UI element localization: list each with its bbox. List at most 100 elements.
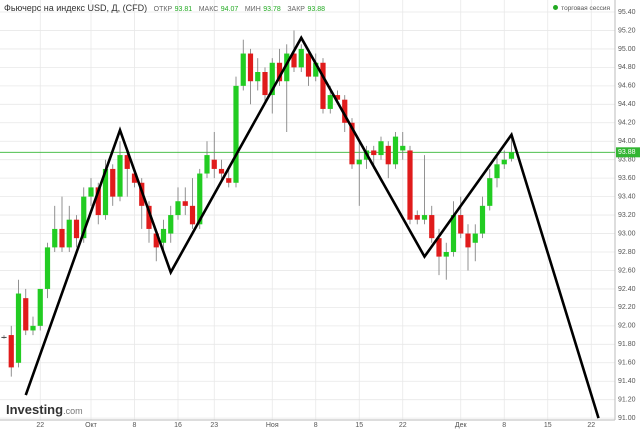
candle-body: [291, 53, 297, 68]
candle-body: [226, 178, 232, 183]
candle-body: [479, 205, 486, 234]
y-tick-label: 92.00: [618, 323, 636, 330]
candle-body: [414, 215, 420, 220]
y-tick-label: 94.80: [618, 64, 636, 71]
y-tick-label: 91.20: [618, 397, 636, 404]
candle-body: [443, 252, 449, 257]
close-label: ЗАКР: [287, 6, 305, 13]
x-tick-label: 8: [502, 422, 506, 429]
candle-body: [189, 205, 196, 225]
candle-body: [262, 72, 268, 96]
x-tick-label: 22: [587, 422, 595, 429]
candle-body: [240, 53, 246, 86]
y-tick-label: 93.00: [618, 230, 636, 237]
candle-body: [334, 95, 341, 100]
y-tick-label: 91.00: [618, 415, 636, 422]
candle-body: [15, 293, 22, 363]
candle-body: [313, 62, 319, 77]
y-tick-label: 93.80: [618, 157, 636, 164]
candle-body: [494, 164, 500, 179]
candle-body: [197, 173, 203, 225]
candle-body: [37, 288, 43, 326]
candle-body: [276, 62, 283, 82]
candle-body: [88, 187, 94, 197]
y-tick-label: 92.40: [618, 286, 636, 293]
logo: Investing.com: [6, 402, 83, 417]
candle-body: [182, 201, 188, 206]
open-label: ОТКР: [153, 6, 173, 13]
x-tick-label: 8: [133, 422, 137, 429]
last-price-box: [616, 147, 640, 158]
x-tick-label: 15: [355, 422, 363, 429]
candle-body: [233, 85, 239, 183]
zigzag-line: [24, 35, 600, 419]
y-tick-label: 94.00: [618, 138, 636, 145]
x-tick-label: Ноя: [266, 422, 279, 429]
candle-body: [81, 196, 87, 239]
candle-body: [247, 53, 254, 82]
open: 93.81: [174, 6, 193, 13]
candle-body: [472, 233, 478, 243]
candle-body: [204, 155, 210, 174]
candle-body: [421, 215, 428, 220]
low-label: МИН: [244, 6, 261, 13]
y-tick-label: 92.60: [618, 267, 636, 274]
high-label: МАКС: [198, 6, 219, 13]
logo-suffix: .com: [63, 406, 83, 416]
low: 93.78: [263, 6, 281, 13]
candle-body: [73, 219, 80, 239]
candle-body: [175, 201, 181, 216]
y-tick-label: 91.40: [618, 378, 636, 385]
candle-body: [392, 136, 399, 165]
x-tick-label: Дек: [455, 422, 468, 429]
y-tick-label: 94.60: [618, 83, 636, 90]
candle-body: [211, 159, 217, 169]
y-tick-label: 93.20: [618, 212, 636, 219]
candle-body: [59, 228, 65, 248]
candle-body: [356, 159, 362, 165]
last-price-label: 93.88: [618, 149, 636, 156]
candle-body: [255, 72, 261, 82]
candle-body: [160, 228, 167, 243]
y-tick-label: 93.40: [618, 193, 636, 200]
y-tick-label: 92.20: [618, 304, 636, 311]
candle-body: [131, 173, 138, 183]
candle-body: [407, 150, 413, 220]
axis-panel: [615, 0, 640, 430]
candle-body: [269, 62, 275, 96]
candle-body: [95, 187, 101, 216]
candle-body: [298, 48, 304, 68]
x-tick-label: 23: [210, 422, 218, 429]
candle-body: [1, 336, 7, 338]
candle-body: [284, 53, 290, 82]
candle-body: [342, 99, 348, 123]
session: торговая сессия: [553, 5, 610, 12]
x-tick-label: 8: [314, 422, 318, 429]
y-tick-label: 95.00: [618, 46, 636, 53]
candle-body: [378, 141, 384, 156]
session-label: торговая сессия: [561, 5, 610, 12]
x-tick-label: 22: [399, 422, 407, 429]
candle-body: [371, 150, 377, 156]
candle-body: [168, 215, 174, 234]
high: 94.07: [220, 6, 239, 13]
y-tick-label: 95.40: [618, 9, 636, 16]
candle-body: [102, 168, 109, 216]
candle-body: [320, 62, 326, 109]
candle-body: [110, 168, 116, 197]
x-tick-label: Окт: [85, 422, 98, 429]
candle-body: [385, 145, 391, 165]
y-tick-label: 94.20: [618, 120, 636, 127]
x-tick-label: 15: [544, 422, 552, 429]
candle-body: [508, 152, 515, 159]
header: Фьючерс на индекс USD, Д, (CFD) ОТКР 93.…: [4, 3, 325, 13]
candle-body: [429, 215, 435, 239]
y-tick-label: 91.60: [618, 360, 636, 367]
candle-body: [44, 247, 51, 289]
x-tick-label: 16: [174, 422, 182, 429]
candle-body: [30, 325, 36, 331]
y-tick-label: 91.80: [618, 341, 636, 348]
title: Фьючерс на индекс USD, Д, (CFD): [4, 3, 148, 13]
candle-body: [146, 205, 152, 229]
candle-body: [327, 95, 333, 109]
